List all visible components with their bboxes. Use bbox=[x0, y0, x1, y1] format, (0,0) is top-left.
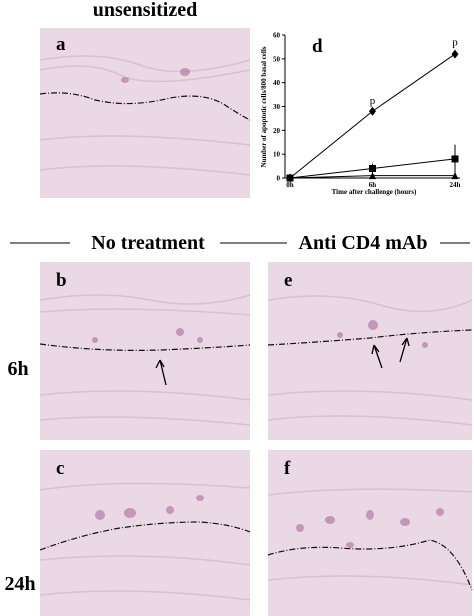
marker bbox=[451, 172, 459, 180]
column-header: No treatment bbox=[91, 232, 205, 254]
series-line bbox=[289, 53, 456, 179]
column-header: Anti CD4 mAb bbox=[299, 232, 428, 254]
micrograph bbox=[39, 450, 251, 616]
panel-letter: f bbox=[284, 458, 291, 479]
marker bbox=[369, 106, 376, 116]
row-label: 6h bbox=[7, 358, 28, 380]
y-tick-label: 40 bbox=[273, 79, 281, 87]
panel-letter: a bbox=[56, 34, 66, 55]
y-tick-label: 10 bbox=[273, 151, 281, 159]
chart: d Time after challenge (hours) Number of… bbox=[260, 32, 461, 197]
figure-title: unsensitized bbox=[93, 0, 197, 21]
marker bbox=[369, 164, 376, 172]
marker bbox=[451, 155, 459, 163]
panel-letter: e bbox=[284, 270, 292, 291]
annotation: p bbox=[452, 36, 458, 48]
panel-letter: c bbox=[56, 458, 64, 479]
x-tick-label: 0h bbox=[286, 181, 294, 189]
y-tick-label: 50 bbox=[273, 55, 281, 63]
y-tick-label: 20 bbox=[273, 127, 281, 135]
y-tick-label: 0 bbox=[277, 175, 281, 183]
x-tick-label: 24h bbox=[450, 181, 461, 189]
y-tick-label: 60 bbox=[273, 32, 281, 40]
marker bbox=[451, 49, 459, 59]
y-tick-label: 30 bbox=[273, 103, 281, 111]
x-tick-label: 6h bbox=[369, 181, 377, 189]
annotation: p bbox=[370, 95, 376, 107]
y-axis-label: Number of apoptotic cells/800 basal cell… bbox=[260, 46, 268, 167]
panel-letter: b bbox=[56, 270, 67, 291]
x-axis-label: Time after challenge (hours) bbox=[332, 188, 417, 196]
row-label: 24h bbox=[4, 573, 35, 595]
micrograph bbox=[267, 262, 473, 440]
marker bbox=[369, 172, 376, 180]
marker bbox=[286, 174, 294, 182]
micrograph bbox=[267, 450, 473, 616]
panel-letter: d bbox=[312, 36, 323, 57]
micrograph bbox=[39, 262, 251, 440]
micrograph bbox=[39, 28, 251, 198]
